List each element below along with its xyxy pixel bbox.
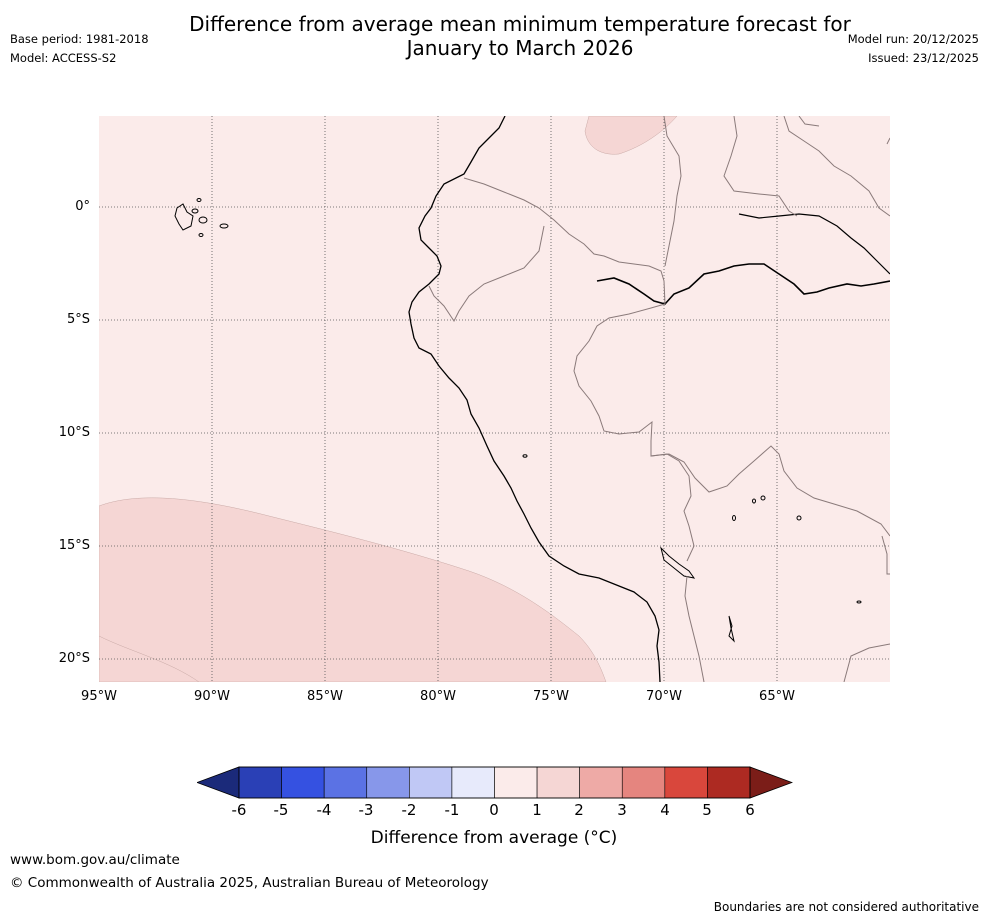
colorbar-tick: 2 bbox=[574, 801, 584, 819]
colorbar-tick: -3 bbox=[358, 801, 374, 819]
colorbar-cell bbox=[536, 766, 580, 799]
colorbar-tick: 4 bbox=[660, 801, 670, 819]
colorbar-tick: -5 bbox=[273, 801, 289, 819]
colorbar-tick: 5 bbox=[702, 801, 712, 819]
colorbar-tick: -2 bbox=[401, 801, 417, 819]
colorbar-cell bbox=[323, 766, 368, 799]
title-line-2: January to March 2026 bbox=[406, 36, 634, 60]
lat-label-0: 0° bbox=[75, 199, 90, 214]
colorbar-tick: -4 bbox=[316, 801, 332, 819]
colorbar-cell bbox=[579, 766, 623, 799]
colorbar-tick: -6 bbox=[231, 801, 247, 819]
colorbar-cells bbox=[238, 766, 751, 799]
colorbar-extend-max bbox=[749, 766, 793, 799]
galapagos-islands bbox=[174, 198, 229, 237]
country-borders bbox=[428, 116, 890, 682]
website-link[interactable]: www.bom.gov.au/climate bbox=[10, 852, 180, 868]
lake-titicaca bbox=[660, 546, 696, 579]
colorbar-cell bbox=[494, 766, 538, 799]
anomaly-region-northern-colombia bbox=[584, 116, 678, 155]
title-line-1: Difference from average mean minimum tem… bbox=[189, 12, 851, 36]
lat-label-10s: 10°S bbox=[58, 425, 90, 440]
colorbar-tick: 1 bbox=[532, 801, 542, 819]
lon-label-90w: 90°W bbox=[194, 689, 230, 704]
colorbar-frame bbox=[238, 766, 751, 799]
colorbar-cell bbox=[451, 766, 495, 799]
lon-label-65w: 65°W bbox=[759, 689, 795, 704]
amazon-river bbox=[596, 263, 890, 305]
lon-label-70w: 70°W bbox=[646, 689, 682, 704]
colorbar-cell bbox=[409, 766, 453, 799]
base-period: Base period: 1981-2018 bbox=[10, 32, 149, 46]
anomaly-contour bbox=[99, 635, 200, 682]
colorbar bbox=[197, 766, 793, 799]
lon-label-75w: 75°W bbox=[533, 689, 569, 704]
colorbar-tick: 3 bbox=[617, 801, 627, 819]
copyright-notice: © Commonwealth of Australia 2025, Austra… bbox=[10, 875, 489, 891]
chart-title: Difference from average mean minimum tem… bbox=[0, 12, 988, 60]
lat-label-20s: 20°S bbox=[58, 651, 90, 666]
graticule bbox=[99, 116, 890, 682]
lat-label-15s: 15°S bbox=[58, 538, 90, 553]
colorbar-cell bbox=[366, 766, 410, 799]
colorbar-tick: 6 bbox=[745, 801, 755, 819]
colorbar-cell bbox=[707, 766, 751, 799]
boundaries-disclaimer: Boundaries are not considered authoritat… bbox=[713, 900, 979, 914]
coastline-south-america bbox=[408, 116, 661, 682]
colorbar-tick: 0 bbox=[489, 801, 499, 819]
forecast-map bbox=[99, 116, 890, 682]
colorbar-cell bbox=[621, 766, 666, 799]
colorbar-cell bbox=[281, 766, 325, 799]
model-run: Model run: 20/12/2025 bbox=[847, 32, 979, 46]
colorbar-tick: -1 bbox=[444, 801, 460, 819]
lon-label-95w: 95°W bbox=[81, 689, 117, 704]
rio-negro bbox=[738, 213, 890, 275]
colorbar-label: Difference from average (°C) bbox=[370, 828, 618, 848]
model-name: Model: ACCESS-S2 bbox=[10, 51, 117, 65]
lat-label-5s: 5°S bbox=[66, 312, 90, 327]
small-lakes bbox=[522, 454, 862, 643]
colorbar-cell bbox=[238, 766, 282, 799]
colorbar-extend-min bbox=[197, 766, 240, 799]
colorbar-cell bbox=[664, 766, 708, 799]
lon-label-80w: 80°W bbox=[420, 689, 456, 704]
issued-date: Issued: 23/12/2025 bbox=[868, 51, 979, 65]
lon-label-85w: 85°W bbox=[307, 689, 343, 704]
anomaly-region-southwest-pacific bbox=[99, 497, 607, 682]
